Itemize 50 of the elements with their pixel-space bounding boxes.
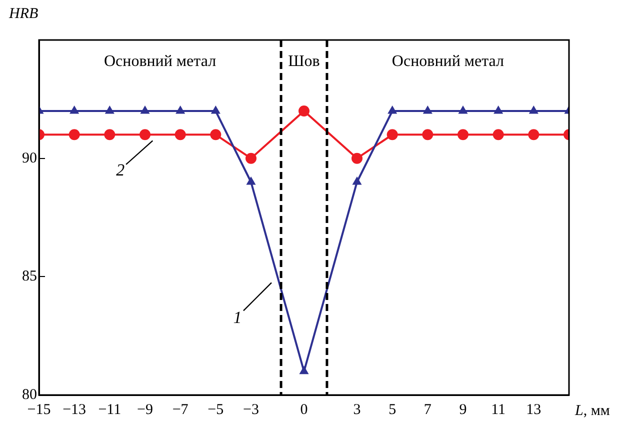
x-tick-label: −9 <box>137 402 153 418</box>
point <box>528 129 540 140</box>
x-tick-label: −3 <box>243 402 259 418</box>
x-tick-label: 3 <box>353 402 361 418</box>
x-tick-label: 9 <box>459 402 467 418</box>
point <box>352 176 362 185</box>
point <box>246 152 256 164</box>
point <box>458 129 468 140</box>
point <box>174 129 186 140</box>
x-tick-label: −5 <box>208 402 224 418</box>
x-tick-label: 5 <box>388 402 396 418</box>
point <box>494 106 504 114</box>
point <box>492 129 504 140</box>
point <box>299 366 309 374</box>
x-tick-label: −13 <box>62 402 86 418</box>
point <box>210 106 220 114</box>
y-axis-title: HRB <box>8 6 38 22</box>
text: 1 <box>233 308 242 328</box>
point <box>176 106 186 114</box>
point <box>70 106 80 114</box>
point <box>104 106 114 114</box>
annotation: Основний метал <box>392 53 504 70</box>
series-label: 2 <box>116 160 126 180</box>
y-tick-label: 80 <box>22 386 37 403</box>
point <box>246 176 256 185</box>
point <box>104 129 116 140</box>
point <box>140 129 150 140</box>
x-tick-label: −15 <box>27 402 51 418</box>
x-tick-label: −7 <box>172 402 189 418</box>
point <box>422 106 432 114</box>
point <box>352 152 362 164</box>
y-tick-label: 90 <box>22 150 37 166</box>
point <box>458 106 468 114</box>
point <box>528 106 538 114</box>
x-tick-label: 0 <box>300 402 308 418</box>
point <box>140 106 150 114</box>
x-tick-label: 11 <box>491 402 506 418</box>
y-tick-label: 85 <box>22 268 37 285</box>
point <box>386 129 398 140</box>
x-tick-label: −11 <box>98 402 122 418</box>
annotation: Шов <box>288 53 320 70</box>
point <box>422 129 434 140</box>
point <box>298 106 310 116</box>
x-tick-label: 13 <box>526 402 542 418</box>
x-tick-label: 7 <box>424 402 432 418</box>
annotation: Основний метал <box>104 53 216 70</box>
point <box>68 129 80 140</box>
point <box>210 129 222 140</box>
point <box>388 106 398 114</box>
x-axis-title: L, мм <box>574 402 610 419</box>
